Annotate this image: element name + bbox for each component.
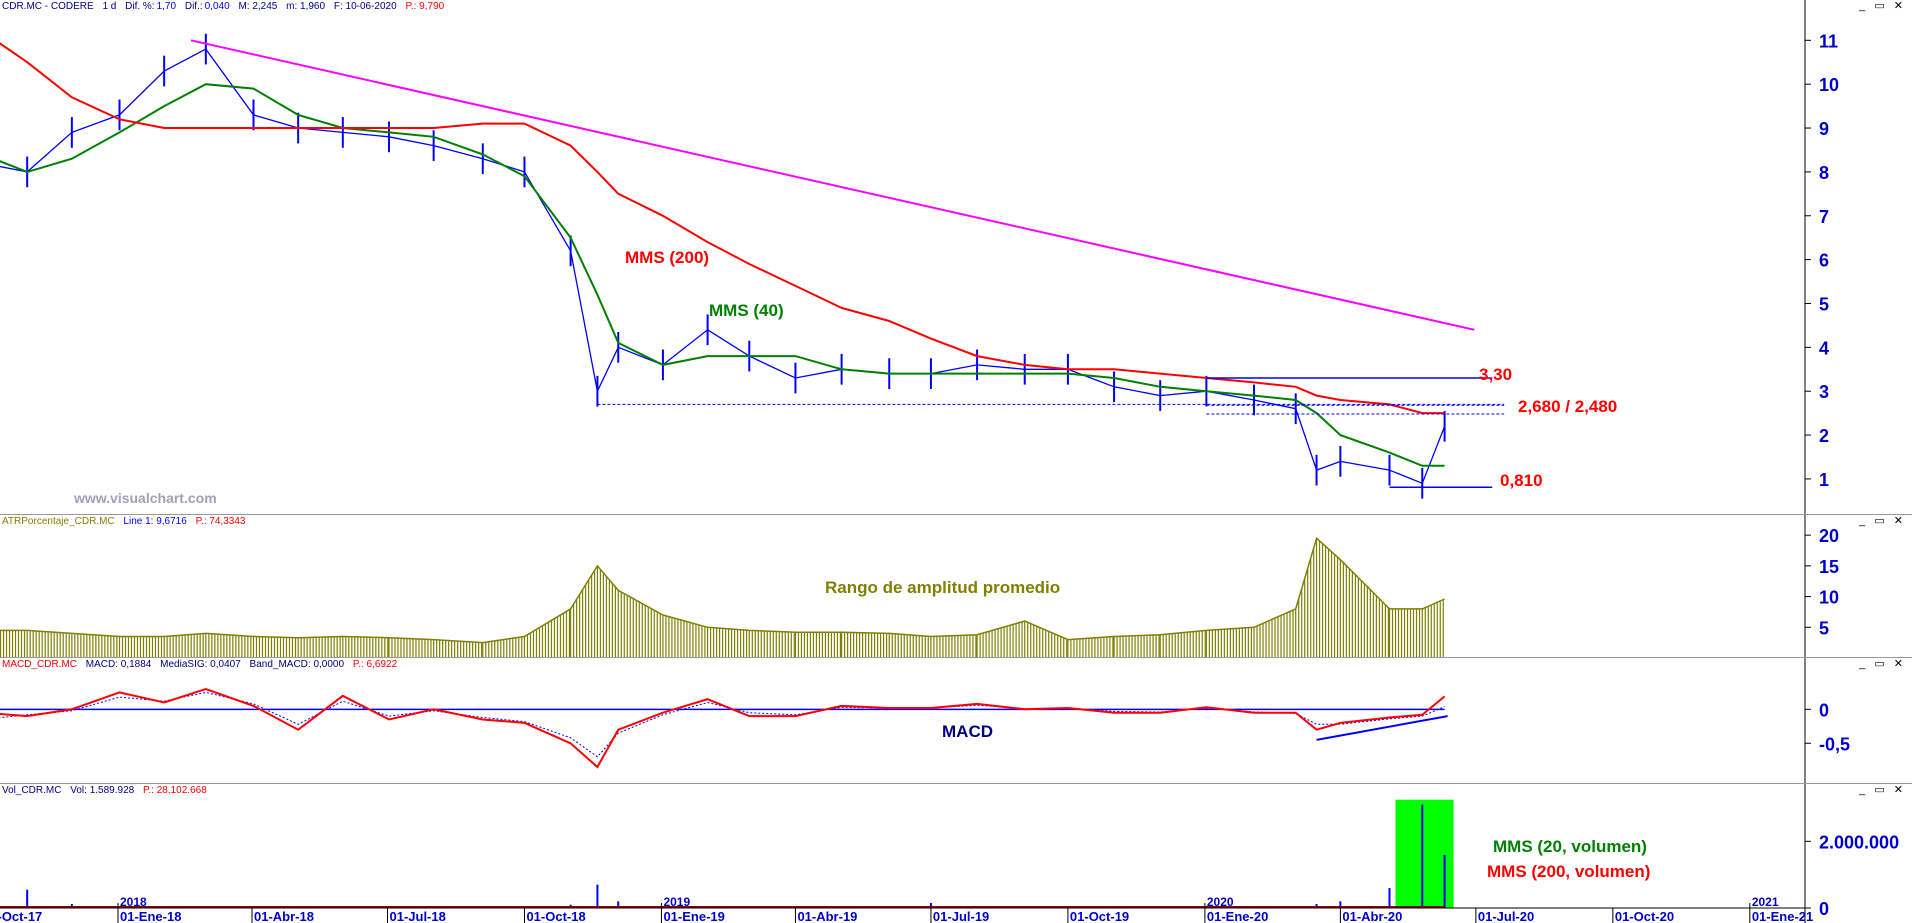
annotation-mms40: MMS (40) — [709, 301, 784, 320]
macd-chart: 0 -0,5 MACD — [0, 658, 1850, 784]
dif-label: Dif.: — [184, 1, 203, 12]
macd-name: MACD_CDR.MC — [2, 659, 77, 670]
price-label: P.: 9,790 — [405, 1, 445, 12]
annotation-atr-title: Rango de amplitud promedio — [825, 578, 1060, 597]
symbol-label: CDR.MC - CODERE — [2, 1, 94, 12]
annotation-mms200: MMS (200) — [625, 248, 709, 267]
macd-sig-value: MediaSIG: 0,0407 — [160, 659, 241, 670]
trendline — [190, 39, 1475, 331]
atr-pane-window-controls[interactable]: _ ▭ ✕ — [1859, 515, 1906, 527]
volume-pane[interactable]: Vol_CDR.MC Vol: 1.589.928 P.: 28.102.668… — [0, 783, 1912, 923]
dif-pct-value: 1,70 — [156, 1, 177, 12]
y-tick-label: 8 — [1819, 163, 1829, 183]
y-tick-label: -0,5 — [1819, 734, 1850, 754]
x-tick-label: 01-Abr-19 — [797, 909, 857, 923]
x-tick-label: 01-Oct-18 — [526, 909, 585, 923]
x-tick-label: 01-Jul-19 — [933, 909, 989, 923]
y-tick-label: 1 — [1819, 470, 1829, 490]
macd-pane[interactable]: MACD_CDR.MC MACD: 0,1884 MediaSIG: 0,040… — [0, 657, 1912, 784]
x-tick-label: 01-Oct-17 — [0, 909, 42, 923]
atr-chart: 5 10 15 20 Rango de amplitud promedio — [0, 515, 1839, 658]
y-tick-label: 0 — [1819, 899, 1829, 919]
annotation-vol-mms200: MMS (200, volumen) — [1487, 862, 1650, 881]
atr-pane-header: ATRPorcentaje_CDR.MC Line 1: 9,6716 P.: … — [2, 515, 251, 528]
y-tick-label: 10 — [1819, 588, 1839, 608]
y-tick-label: 2 — [1819, 426, 1829, 446]
y-tick-label: 10 — [1819, 75, 1839, 95]
y-tick-label: 6 — [1819, 251, 1829, 271]
macd-pane-window-controls[interactable]: _ ▭ ✕ — [1859, 658, 1906, 670]
x-tick-label: 01-Ene-18 — [120, 909, 181, 923]
vol-p-value: P.: 28.102.668 — [142, 785, 207, 796]
y-tick-label: 5 — [1819, 618, 1829, 638]
y-tick-label: 7 — [1819, 207, 1829, 227]
macd-pane-header: MACD_CDR.MC MACD: 0,1884 MediaSIG: 0,040… — [2, 658, 403, 671]
high-label: M: 2,245 — [238, 1, 278, 12]
dif-value: 0,040 — [204, 1, 230, 12]
low-label: m: 1,960 — [286, 1, 326, 12]
macd-line — [0, 687, 1446, 769]
x-tick-label: 01-Oct-19 — [1070, 909, 1129, 923]
year-label: 2018 — [120, 895, 147, 909]
x-tick-label: 01-Ene-19 — [663, 909, 724, 923]
x-tick-label: 01-Ene-20 — [1207, 909, 1268, 923]
date-label: F: 10-06-2020 — [333, 1, 397, 12]
y-tick-label: 2.000.000 — [1819, 832, 1899, 852]
y-tick-label: 4 — [1819, 338, 1829, 358]
price-chart: 1 2 3 4 5 6 7 8 9 10 11 MMS (200) MMS (40) 3,30 2,680 … — [0, 0, 1839, 514]
y-tick-label: 9 — [1819, 119, 1829, 139]
annotation-macd-title: MACD — [942, 722, 993, 741]
x-tick-label: 01-Jul-18 — [389, 909, 445, 923]
year-label: 2020 — [1207, 895, 1234, 909]
price-line — [0, 48, 1446, 485]
macd-signal-line — [0, 691, 1445, 758]
pane-window-controls[interactable]: _ ▭ ✕ — [1859, 0, 1906, 12]
period-label: 1 d — [102, 1, 117, 12]
annotation-vol-mms20: MMS (20, volumen) — [1493, 837, 1647, 856]
atr-p-value: P.: 74,3343 — [195, 516, 246, 527]
mms200-line — [0, 42, 1445, 415]
atr-pane[interactable]: ATRPorcentaje_CDR.MC Line 1: 9,6716 P.: … — [0, 514, 1912, 658]
dif-pct-label: Dif. %: — [125, 1, 155, 12]
vol-name: Vol_CDR.MC — [2, 785, 62, 796]
y-tick-label: 0 — [1819, 700, 1829, 720]
price-pane[interactable]: CDR.MC - CODERE 1 d Dif. %: 1,70 Dif.: 0,0… — [0, 0, 1912, 514]
y-tick-label: 11 — [1819, 31, 1838, 51]
watermark: www.visualchart.com — [73, 490, 217, 506]
volume-chart: 0 2.000.000 MMS (20, volumen) MMS (200, vol… — [0, 784, 1899, 923]
volume-pane-header: Vol_CDR.MC Vol: 1.589.928 P.: 28.102.668 — [2, 784, 213, 797]
atr-line-value: Line 1: 9,6716 — [123, 516, 187, 527]
y-tick-label: 20 — [1819, 526, 1839, 546]
year-label: 2021 — [1752, 895, 1779, 909]
macd-p-value: P.: 6,6922 — [352, 659, 398, 670]
atr-name: ATRPorcentaje_CDR.MC — [2, 516, 115, 527]
y-tick-label: 15 — [1819, 557, 1839, 577]
x-tick-label: 01-Ene-21 — [1752, 909, 1813, 923]
y-tick-label: 5 — [1819, 294, 1829, 314]
x-tick-label: 01-Abr-18 — [254, 909, 314, 923]
vol-value: Vol: 1.589.928 — [70, 785, 135, 796]
x-tick-label: 01-Oct-20 — [1615, 909, 1674, 923]
annotation-level-268: 2,680 / 2,480 — [1518, 397, 1617, 416]
macd-value: MACD: 0,1884 — [85, 659, 152, 670]
x-tick-label: 01-Abr-20 — [1342, 909, 1402, 923]
macd-band-value: Band_MACD: 0,0000 — [249, 659, 345, 670]
volume-pane-window-controls[interactable]: _ ▭ ✕ — [1859, 784, 1906, 796]
y-tick-label: 3 — [1819, 382, 1829, 402]
year-label: 2019 — [663, 895, 690, 909]
x-tick-label: 01-Jul-20 — [1478, 909, 1534, 923]
atr-line — [0, 536, 1445, 644]
macd-divergence-line — [1316, 715, 1448, 741]
mms40-line — [0, 83, 1445, 467]
annotation-level-330: 3,30 — [1479, 365, 1512, 384]
annotation-level-081: 0,810 — [1500, 471, 1543, 490]
price-pane-header: CDR.MC - CODERE 1 d Dif. %: 1,70 Dif.: 0,0… — [2, 0, 450, 13]
